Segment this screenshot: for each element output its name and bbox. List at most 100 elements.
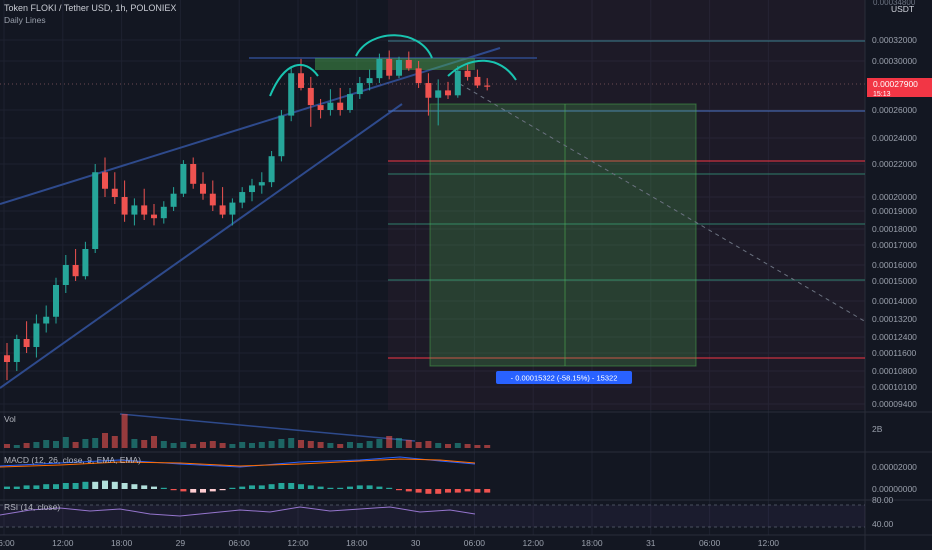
time-tick-label: 06:00 [699,538,721,548]
candle-body [200,183,206,194]
time-tick-label: 18:00 [111,538,133,548]
candle-body [356,83,363,95]
candle [474,69,481,88]
macd-bar [151,486,157,489]
candle-body [337,102,344,110]
candle-body [190,164,197,184]
candle-body [435,90,442,98]
macd-bar [111,481,118,489]
candle [141,188,148,220]
candle [376,53,383,84]
volume-bar [366,441,373,448]
target-zone [429,103,697,367]
macd-bar [298,484,304,489]
candle [278,110,285,162]
macd-bar [327,487,334,489]
candle-body [111,188,118,197]
volume-bar [53,441,59,448]
macd-bar [160,487,167,489]
macd-label: MACD (12, 26, close, 9, EMA, EMA) [4,455,141,465]
candle-body [445,90,451,96]
volume-bar [317,442,324,448]
macd-bar [62,483,69,489]
time-tick-label: 06:00 [0,538,15,548]
candle-body [239,192,246,203]
candle [249,178,255,202]
macd-bar [415,489,422,493]
volume-bar [347,442,353,448]
macd-bar [200,489,206,493]
macd-bar [396,489,402,491]
volume-bar [43,440,50,448]
volume-label: Vol [4,414,16,424]
price-tick-label: 0.00017000 [872,240,917,250]
volume-bar [190,444,197,448]
volume-bar [62,437,69,448]
candle-body [396,59,402,76]
time-tick-label: 31 [646,538,656,548]
candle-body [151,214,157,219]
candle [454,65,461,98]
volume-bar [180,442,187,448]
candle-body [454,70,461,96]
macd-bar [464,489,471,492]
top-partial-tick: 0.00034800 [873,0,916,7]
macd-bar [337,487,344,489]
macd-bar [386,487,393,489]
volume-bar [239,442,246,448]
candle-body [33,323,40,347]
candle-body [366,78,373,84]
price-tick-label: 0.00010800 [872,366,917,376]
candle-body [484,85,491,87]
volume-bar [111,436,118,448]
candle [200,172,206,200]
volume-bar [454,443,461,448]
candle [396,56,402,79]
candle [229,198,236,226]
candle-body [43,316,50,324]
macd-bar [72,483,79,489]
price-tick-label: 0.00011600 [872,348,917,358]
price-tick-label: 0.00026000 [872,105,917,115]
volume-bar [102,433,108,448]
macd-bar [405,489,412,492]
volume-bar [131,439,138,448]
macd-bar [219,489,226,491]
macd-axis-label: 0.00002000 [872,462,917,472]
macd-bar [43,484,50,489]
volume-bar [141,440,148,448]
price-tick-label: 0.00016000 [872,260,917,270]
candle-body [160,206,167,219]
volume-bar [356,443,363,448]
macd-axis-label: 0.00000000 [872,484,917,494]
macd-bar [445,489,451,493]
volume-bar [288,438,295,448]
candle-body [180,164,187,194]
candle-body [386,58,393,76]
candle [405,51,412,71]
macd-bar [425,489,432,494]
left-shoulder-drawing [269,63,319,97]
candle [445,81,451,99]
volume-trendline [119,413,416,442]
candle-body [425,83,432,98]
price-tick-label: 0.00013200 [872,314,917,324]
candle [160,201,167,224]
currency-label[interactable]: USDT [891,4,915,14]
candle-body [102,172,108,189]
macd-bar [435,489,442,494]
candle [464,63,471,81]
volume-bar [307,441,314,448]
volume-bar [92,438,99,448]
candle [190,157,197,189]
volume-bar [327,443,334,448]
time-tick-label: 06:00 [464,538,486,548]
candle-body [268,156,275,183]
candle-body [141,205,148,215]
candle-body [82,249,89,277]
rsi-label: RSI (14, close) [4,502,61,512]
candle-body [258,182,265,186]
price-tick-label: 0.00012400 [872,332,917,342]
candle [23,321,30,353]
